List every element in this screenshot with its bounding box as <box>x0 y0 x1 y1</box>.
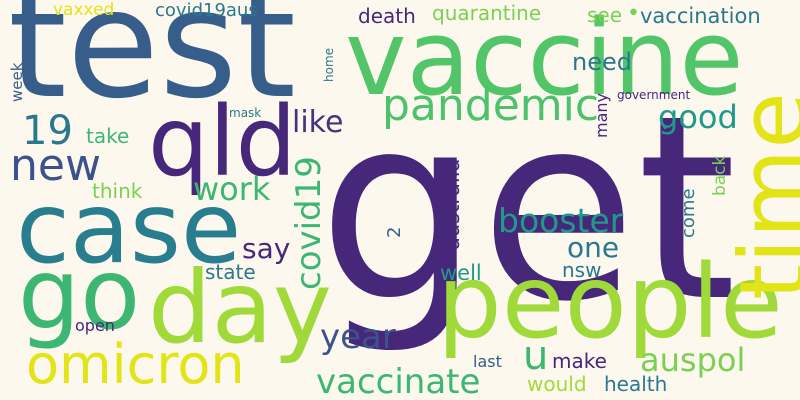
word-many: many <box>592 93 611 138</box>
word-home: home <box>322 47 336 82</box>
word-go: go <box>18 238 141 352</box>
word-test: test <box>8 0 297 132</box>
word-time[interactable]: time <box>720 92 800 300</box>
word-good: good <box>658 98 738 136</box>
word-dot-2: • <box>661 120 670 136</box>
word-death: death <box>358 4 416 28</box>
word-work: work <box>193 170 271 208</box>
word-vaxxed: vaxxed <box>53 0 115 20</box>
word-government: government <box>617 88 691 102</box>
word-day: day <box>148 249 332 366</box>
word-well: well <box>440 261 482 285</box>
word-like: like <box>292 105 344 140</box>
word-open: open <box>75 316 115 335</box>
word-health: health <box>604 372 668 396</box>
word-quarantine: quarantine <box>432 1 542 25</box>
word-vaccination: vaccination <box>640 4 761 28</box>
word-mask: mask <box>229 106 262 120</box>
word-nsw: nsw <box>562 258 602 282</box>
word-say: say <box>242 232 291 265</box>
word-take: take <box>86 124 130 148</box>
word-year: year <box>320 317 396 357</box>
word-2: 2 <box>384 226 405 238</box>
word-come: come <box>678 188 699 238</box>
word-booster: booster <box>498 201 624 240</box>
word-make: make <box>552 349 607 373</box>
word-covid19aus: covid19aus <box>155 0 258 21</box>
word-state: state <box>205 260 256 284</box>
word-last: last <box>473 352 502 371</box>
word-australia: australia <box>440 158 464 250</box>
word-see: see <box>587 3 623 27</box>
word-19: 19 <box>22 108 73 154</box>
word-omicron: omicron <box>26 333 245 396</box>
word-need: need <box>572 48 632 76</box>
word-qld: qld <box>148 86 297 198</box>
word-vaccine: vaccine <box>345 0 744 119</box>
word-case: case <box>16 172 242 286</box>
word-would: would <box>527 372 587 396</box>
word-pandemic: pandemic <box>382 80 600 131</box>
word-vaccinate: vaccinate <box>316 362 481 400</box>
word-people: people <box>437 243 783 362</box>
word-week: week <box>8 62 26 102</box>
word-think: think <box>92 179 143 203</box>
word-u: u <box>523 333 549 379</box>
word-dot-1: • <box>627 1 640 26</box>
word-auspol: auspol <box>640 341 746 379</box>
word-back: back <box>710 155 730 196</box>
word-covid19: covid19 <box>289 156 329 290</box>
word-new: new <box>10 140 101 191</box>
word-one: one <box>567 231 620 264</box>
word-get: get <box>318 61 737 358</box>
